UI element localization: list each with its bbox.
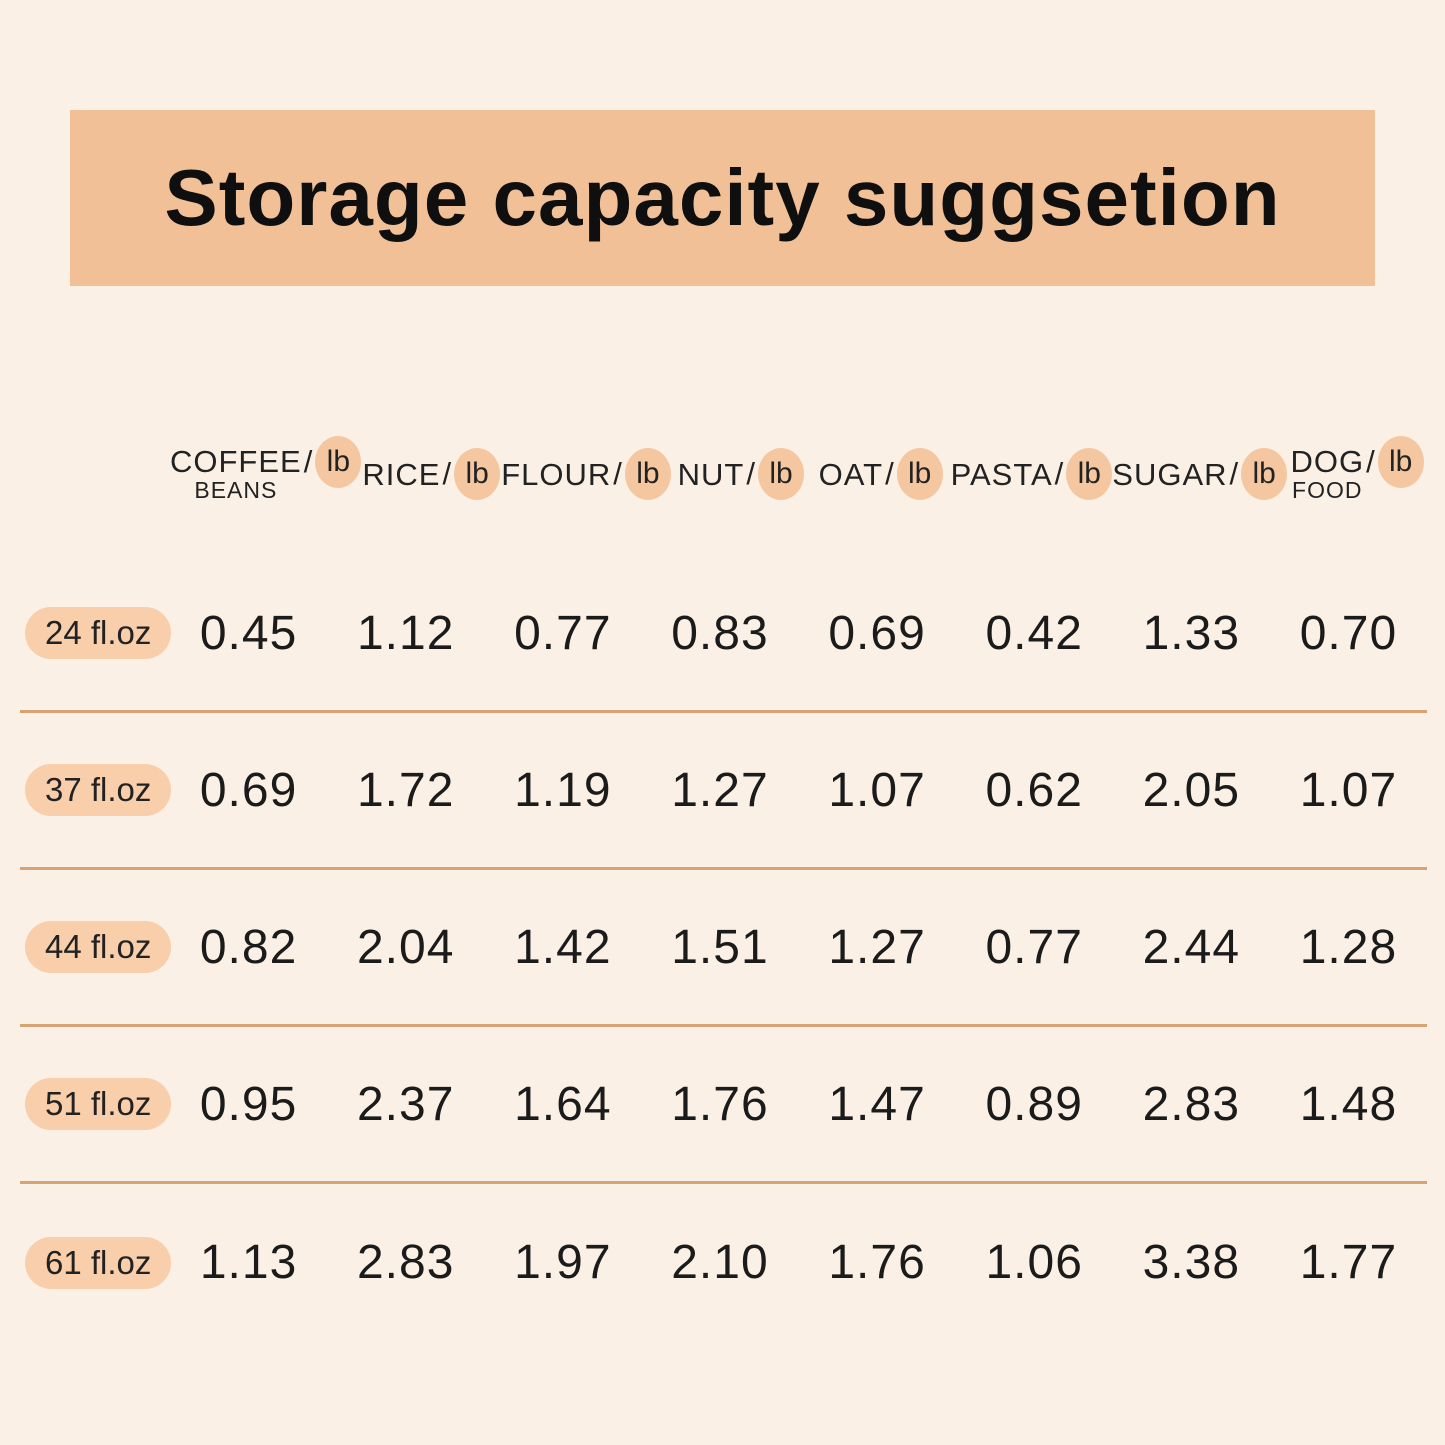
column-header-pasta: PASTA / lb — [951, 448, 1113, 500]
table-row: 37 fl.oz 0.69 1.72 1.19 1.27 1.07 0.62 2.05 1.0… — [20, 713, 1427, 870]
column-name-block: NUT — [678, 459, 745, 490]
row-label-pill: 51 fl.oz — [25, 1078, 172, 1130]
column-name-block: SUGAR — [1112, 459, 1227, 490]
value-cell: 0.83 — [671, 606, 769, 660]
row-label-pill: 37 fl.oz — [25, 764, 172, 816]
row-label-pill: 24 fl.oz — [25, 607, 172, 659]
column-header-dog: DOG FOOD / lb — [1287, 436, 1427, 502]
value-cell: 2.05 — [1142, 763, 1241, 817]
value-cell: 2.83 — [356, 1236, 455, 1289]
column-unit-lb-badge: lb — [315, 436, 362, 488]
column-header-rice: RICE / lb — [361, 448, 501, 500]
value-cell: 1.13 — [199, 1236, 298, 1289]
table-row: 51 fl.oz 0.95 2.37 1.64 1.76 1.47 0.89 2.83 1.4… — [20, 1027, 1427, 1184]
value-cell: 0.77 — [985, 920, 1083, 974]
column-name-block: RICE — [362, 459, 440, 490]
column-separator: / — [613, 456, 622, 491]
value-cell: 1.64 — [514, 1077, 612, 1131]
value-cell: 0.45 — [199, 606, 298, 660]
value-cell: 1.27 — [671, 763, 769, 817]
value-cell: 1.07 — [1299, 763, 1398, 817]
column-unit-lb-badge: lb — [454, 448, 501, 500]
column-name: DOG — [1290, 444, 1365, 479]
capacity-table: COFFEE BEANS / lb RICE / lb FLOUR / lb N… — [20, 436, 1427, 1341]
value-cell: 1.72 — [356, 763, 455, 817]
table-rows: 24 fl.oz 0.45 1.12 0.77 0.83 0.69 0.42 1.33 0.7… — [20, 556, 1427, 1341]
column-separator: / — [303, 444, 313, 479]
value-cell: 1.33 — [1142, 606, 1241, 660]
value-cell: 1.48 — [1299, 1077, 1398, 1131]
column-name-block: FLOUR — [501, 459, 611, 490]
row-label-pill: 61 fl.oz — [25, 1236, 172, 1289]
value-cell: 0.69 — [828, 606, 926, 660]
column-name: COFFEE — [170, 444, 302, 479]
column-separator: / — [1366, 444, 1375, 479]
column-unit-lb-badge: lb — [1066, 448, 1113, 500]
value-cell: 2.44 — [1142, 920, 1241, 974]
column-name-line2: FOOD — [1292, 477, 1363, 503]
header-row: COFFEE BEANS / lb RICE / lb FLOUR / lb N… — [20, 436, 1427, 506]
value-cell: 0.89 — [985, 1077, 1083, 1131]
value-cell: 1.06 — [985, 1236, 1083, 1289]
column-unit-lb-badge: lb — [624, 448, 671, 500]
value-cell: 1.76 — [828, 1236, 926, 1289]
column-unit-lb-badge: lb — [758, 448, 804, 500]
column-header-oat: OAT / lb — [811, 448, 951, 500]
column-name-block: PASTA — [951, 459, 1053, 490]
table-row: 61 fl.oz 1.13 2.83 1.97 2.10 1.76 1.06 3.38 1.7… — [20, 1184, 1427, 1341]
value-cell: 1.27 — [828, 920, 926, 974]
value-cell: 0.62 — [985, 763, 1083, 817]
value-cell: 3.38 — [1142, 1236, 1241, 1289]
column-name: FLOUR — [501, 456, 612, 492]
value-cell: 2.04 — [356, 920, 455, 974]
table-row: 24 fl.oz 0.45 1.12 0.77 0.83 0.69 0.42 1.33 0.7… — [20, 556, 1427, 713]
column-name-block: OAT — [819, 459, 883, 490]
page-title: Storage capacity suggsetion — [164, 153, 1281, 242]
value-cell: 1.76 — [671, 1077, 769, 1131]
table-row: 44 fl.oz 0.82 2.04 1.42 1.51 1.27 0.77 2.44 1.2… — [20, 870, 1427, 1027]
column-name-block: COFFEE BEANS — [170, 446, 302, 502]
value-cell: 0.95 — [199, 1077, 298, 1131]
value-cell: 1.47 — [828, 1077, 926, 1131]
value-cell: 1.42 — [514, 920, 612, 974]
value-cell: 2.37 — [356, 1077, 455, 1131]
column-header-coffee: COFFEE BEANS / lb — [170, 436, 362, 502]
column-name-line2: BEANS — [194, 477, 278, 503]
value-cell: 1.12 — [356, 606, 455, 660]
column-unit-lb-badge: lb — [1241, 448, 1288, 500]
column-unit-lb-badge: lb — [896, 448, 943, 500]
value-cell: 2.10 — [671, 1236, 769, 1289]
value-cell: 1.28 — [1299, 920, 1398, 974]
value-cell: 1.97 — [514, 1236, 612, 1289]
column-separator: / — [1229, 456, 1239, 491]
column-separator: / — [885, 456, 894, 491]
title-banner: Storage capacity suggsetion — [70, 110, 1375, 286]
column-name: PASTA — [950, 456, 1053, 492]
value-cell: 1.77 — [1299, 1236, 1398, 1289]
column-header-nut: NUT / lb — [671, 448, 811, 500]
value-cell: 1.19 — [514, 763, 612, 817]
value-cell: 1.51 — [671, 920, 769, 974]
value-cell: 0.82 — [199, 920, 298, 974]
value-cell: 0.42 — [985, 606, 1083, 660]
column-name: NUT — [677, 456, 745, 492]
column-separator: / — [746, 456, 755, 491]
value-cell: 0.69 — [199, 763, 298, 817]
value-cell: 1.07 — [828, 763, 926, 817]
row-label-pill: 44 fl.oz — [25, 921, 172, 973]
column-name: OAT — [818, 456, 884, 492]
value-cell: 2.83 — [1142, 1077, 1241, 1131]
value-cell: 0.70 — [1299, 606, 1398, 660]
column-unit-lb-badge: lb — [1377, 436, 1424, 488]
storage-capacity-infographic: Storage capacity suggsetion COFFEE BEANS… — [0, 110, 1445, 1341]
column-header-flour: FLOUR / lb — [501, 448, 671, 500]
column-name: SUGAR — [1112, 456, 1228, 492]
value-cell: 0.77 — [514, 606, 612, 660]
column-separator: / — [1054, 456, 1064, 491]
column-name: RICE — [362, 456, 441, 492]
column-header-sugar: SUGAR / lb — [1112, 448, 1288, 500]
column-separator: / — [442, 456, 452, 491]
column-name-block: DOG FOOD — [1290, 446, 1364, 502]
